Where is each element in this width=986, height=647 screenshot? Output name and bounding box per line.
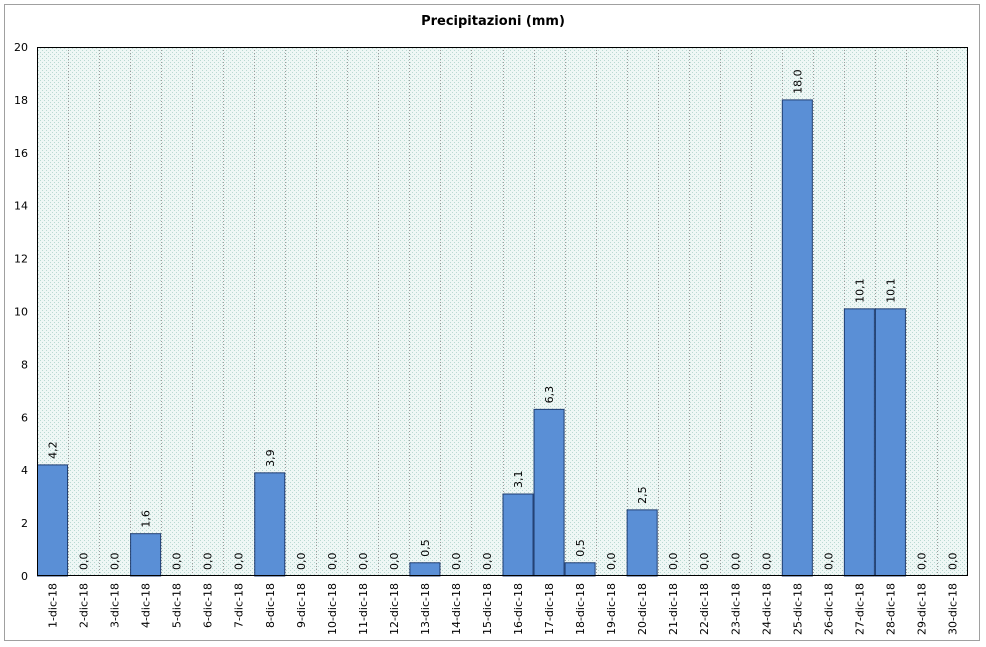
y-tick-label: 4 (21, 464, 28, 477)
y-tick-label: 0 (21, 570, 28, 583)
bar (409, 562, 441, 577)
y-tick-label: 20 (14, 41, 28, 54)
data-label: 0,0 (295, 553, 308, 571)
data-label: 2,5 (636, 486, 649, 504)
data-label: 0,0 (667, 553, 680, 571)
x-tick-label: 19-dic-18 (605, 583, 618, 635)
data-label: 0,0 (202, 553, 215, 571)
x-tick-label: 24-dic-18 (760, 583, 773, 635)
bar (130, 533, 162, 577)
x-tick-label: 26-dic-18 (822, 583, 835, 635)
x-tick-label: 9-dic-18 (295, 583, 308, 628)
x-tick-label: 3-dic-18 (109, 583, 122, 628)
data-label: 1,6 (140, 510, 153, 528)
x-tick-label: 16-dic-18 (512, 583, 525, 635)
x-tick-label: 17-dic-18 (543, 583, 556, 635)
data-label: 0,0 (326, 553, 339, 571)
data-label: 0,0 (481, 553, 494, 571)
data-label: 0,0 (109, 553, 122, 571)
data-label: 0,0 (357, 553, 370, 571)
x-tick-label: 25-dic-18 (791, 583, 804, 635)
data-label: 0,5 (419, 539, 432, 557)
x-tick-label: 2-dic-18 (78, 583, 91, 628)
data-label: 0,0 (760, 553, 773, 571)
bar (502, 493, 534, 577)
y-tick-label: 18 (14, 94, 28, 107)
data-label: 3,1 (512, 471, 525, 489)
x-tick-label: 21-dic-18 (667, 583, 680, 635)
bar (843, 308, 875, 577)
bar (626, 509, 658, 577)
x-tick-label: 1-dic-18 (47, 583, 60, 628)
data-label: 10,1 (853, 278, 866, 303)
data-label: 0,0 (698, 553, 711, 571)
data-label: 3,9 (264, 449, 277, 467)
x-tick-label: 14-dic-18 (450, 583, 463, 635)
x-tick-label: 15-dic-18 (481, 583, 494, 635)
x-tick-label: 18-dic-18 (574, 583, 587, 635)
y-tick-label: 14 (14, 200, 28, 213)
data-label: 0,0 (233, 553, 246, 571)
data-label: 0,0 (946, 553, 959, 571)
data-label: 0,5 (574, 539, 587, 557)
x-tick-label: 11-dic-18 (357, 583, 370, 635)
x-tick-label: 29-dic-18 (915, 583, 928, 635)
chart-title: Precipitazioni (mm) (421, 14, 565, 29)
data-label: 0,0 (450, 553, 463, 571)
bar (564, 562, 596, 577)
x-axis-ticks: 1-dic-18 2-dic-18 3-dic-18 4-dic-18 5-dic-18… (47, 583, 960, 635)
data-label: 18,0 (791, 69, 804, 94)
y-axis-ticks: 0 2 4 6 8 10 12 14 16 18 20 (14, 41, 28, 583)
data-label: 0,0 (915, 553, 928, 571)
y-tick-label: 2 (21, 517, 28, 530)
x-tick-label: 23-dic-18 (729, 583, 742, 635)
bar (254, 472, 286, 577)
x-tick-label: 13-dic-18 (419, 583, 432, 635)
bar (533, 408, 565, 577)
x-tick-label: 27-dic-18 (853, 583, 866, 635)
y-tick-label: 12 (14, 253, 28, 266)
data-label: 0,0 (78, 553, 91, 571)
data-label: 6,3 (543, 386, 556, 404)
x-tick-label: 22-dic-18 (698, 583, 711, 635)
x-tick-label: 6-dic-18 (202, 583, 215, 628)
bar (781, 99, 813, 577)
y-tick-label: 6 (21, 411, 28, 424)
x-tick-label: 30-dic-18 (946, 583, 959, 635)
y-tick-label: 8 (21, 358, 28, 371)
x-tick-label: 4-dic-18 (140, 583, 153, 628)
x-tick-label: 5-dic-18 (171, 583, 184, 628)
data-label: 0,0 (171, 553, 184, 571)
data-label: 4,2 (47, 441, 60, 459)
data-labels: 4,2 0,0 0,0 1,6 0,0 0,0 0,0 3,9 0,0 0,0 0,0 0,0 0,5 0… (47, 69, 960, 570)
x-tick-label: 28-dic-18 (884, 583, 897, 635)
data-label: 0,0 (388, 553, 401, 571)
data-label: 0,0 (729, 553, 742, 571)
bar (874, 308, 906, 577)
x-tick-label: 20-dic-18 (636, 583, 649, 635)
bar (37, 464, 69, 577)
data-label: 10,1 (884, 278, 897, 303)
x-tick-label: 10-dic-18 (326, 583, 339, 635)
data-label: 0,0 (822, 553, 835, 571)
x-tick-label: 12-dic-18 (388, 583, 401, 635)
y-tick-label: 10 (14, 306, 28, 319)
plot-border (37, 47, 968, 576)
x-tick-label: 7-dic-18 (233, 583, 246, 628)
y-tick-label: 16 (14, 147, 28, 160)
data-label: 0,0 (605, 553, 618, 571)
x-tick-label: 8-dic-18 (264, 583, 277, 628)
